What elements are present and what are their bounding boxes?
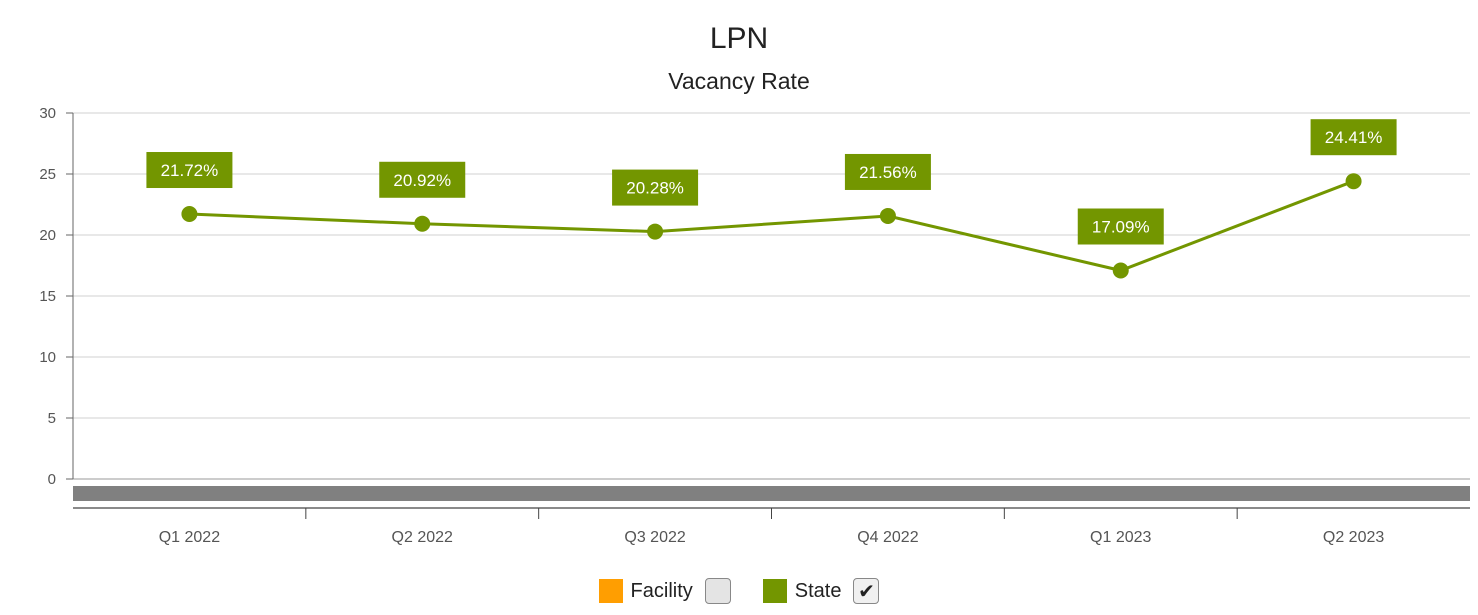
y-tick-label: 20 bbox=[39, 227, 56, 244]
x-axis: Q1 2022 Q2 2022 Q3 2022 Q4 2022 Q1 2023 Q2 20… bbox=[73, 507, 1470, 546]
y-tick-label: 0 bbox=[48, 471, 56, 488]
legend-item-state[interactable]: State ✔ bbox=[762, 578, 880, 604]
x-tick-label: Q4 2022 bbox=[857, 529, 918, 546]
data-label-box bbox=[146, 152, 233, 189]
x-tick-label: Q3 2022 bbox=[624, 529, 685, 546]
series-line bbox=[189, 179, 1355, 273]
legend-swatch-state bbox=[762, 579, 787, 603]
data-label-box bbox=[1077, 208, 1164, 245]
data-label-box bbox=[379, 161, 466, 198]
chart-subtitle: Vacancy Rate bbox=[668, 68, 810, 94]
grid-lines bbox=[73, 112, 1470, 480]
y-axis: 0 5 10 15 20 25 30 bbox=[39, 105, 74, 488]
data-label-box bbox=[844, 153, 931, 190]
legend: Facility State ✔ bbox=[0, 578, 1478, 604]
x-tick-label: Q1 2023 bbox=[1090, 529, 1151, 546]
x-tick-label: Q2 2023 bbox=[1323, 529, 1384, 546]
data-labels: 21.72% 20.92% 20.28% 21.56% 17.09% 24.41% bbox=[146, 119, 1397, 245]
data-label: 17.09% bbox=[1092, 218, 1150, 237]
legend-label-facility: Facility bbox=[630, 579, 693, 602]
line-chart: 0 5 10 15 20 25 30 Q1 2022 Q2 2022 Q3 2022 Q4 202… bbox=[39, 105, 1470, 546]
legend-checkbox-facility[interactable] bbox=[704, 578, 731, 604]
data-point[interactable] bbox=[181, 206, 198, 223]
legend-checkbox-state[interactable]: ✔ bbox=[853, 578, 880, 604]
data-label: 20.28% bbox=[626, 179, 684, 198]
data-label: 24.41% bbox=[1325, 128, 1383, 147]
data-label-box bbox=[1310, 119, 1397, 156]
data-label: 21.72% bbox=[161, 161, 219, 180]
data-label-box bbox=[612, 169, 699, 206]
chart-scrollbar[interactable] bbox=[73, 486, 1470, 501]
data-point[interactable] bbox=[1345, 173, 1362, 190]
data-point[interactable] bbox=[414, 215, 431, 232]
y-tick-label: 25 bbox=[39, 166, 56, 183]
legend-label-state: State bbox=[794, 579, 842, 602]
y-tick-label: 30 bbox=[39, 105, 56, 122]
y-tick-label: 10 bbox=[39, 349, 56, 366]
y-tick-label: 5 bbox=[48, 410, 56, 427]
data-point[interactable] bbox=[647, 223, 664, 240]
legend-item-facility[interactable]: Facility bbox=[598, 578, 731, 604]
data-label: 20.92% bbox=[393, 171, 451, 190]
x-tick-label: Q1 2022 bbox=[159, 529, 220, 546]
legend-swatch-facility bbox=[598, 579, 623, 603]
x-tick-label: Q2 2022 bbox=[392, 529, 453, 546]
data-point[interactable] bbox=[1112, 262, 1129, 279]
series-state bbox=[181, 173, 1362, 279]
data-point[interactable] bbox=[879, 207, 896, 224]
data-label: 21.56% bbox=[859, 163, 917, 182]
y-tick-label: 15 bbox=[39, 288, 56, 305]
chart-title: LPN bbox=[709, 22, 769, 55]
